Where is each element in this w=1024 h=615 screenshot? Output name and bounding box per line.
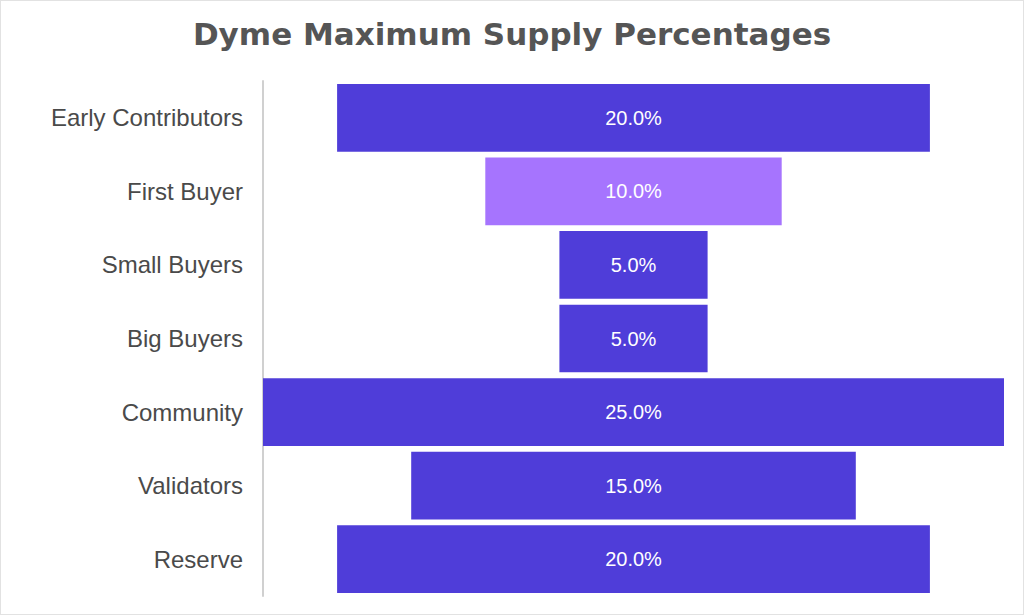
svg-text:20.0%: 20.0%	[605, 548, 662, 570]
svg-text:Validators: Validators	[138, 472, 243, 499]
svg-text:25.0%: 25.0%	[605, 401, 662, 423]
svg-text:Community: Community	[122, 399, 243, 426]
svg-text:Dyme Maximum Supply Percentage: Dyme Maximum Supply Percentages	[193, 16, 831, 52]
svg-text:15.0%: 15.0%	[605, 475, 662, 497]
svg-text:Reserve: Reserve	[154, 546, 243, 573]
svg-text:10.0%: 10.0%	[605, 180, 662, 202]
svg-text:Small Buyers: Small Buyers	[102, 251, 243, 278]
svg-text:5.0%: 5.0%	[611, 254, 657, 276]
svg-text:Big Buyers: Big Buyers	[127, 325, 243, 352]
svg-text:5.0%: 5.0%	[611, 328, 657, 350]
svg-text:20.0%: 20.0%	[605, 107, 662, 129]
svg-text:Early Contributors: Early Contributors	[51, 104, 243, 131]
svg-text:First Buyer: First Buyer	[127, 178, 243, 205]
